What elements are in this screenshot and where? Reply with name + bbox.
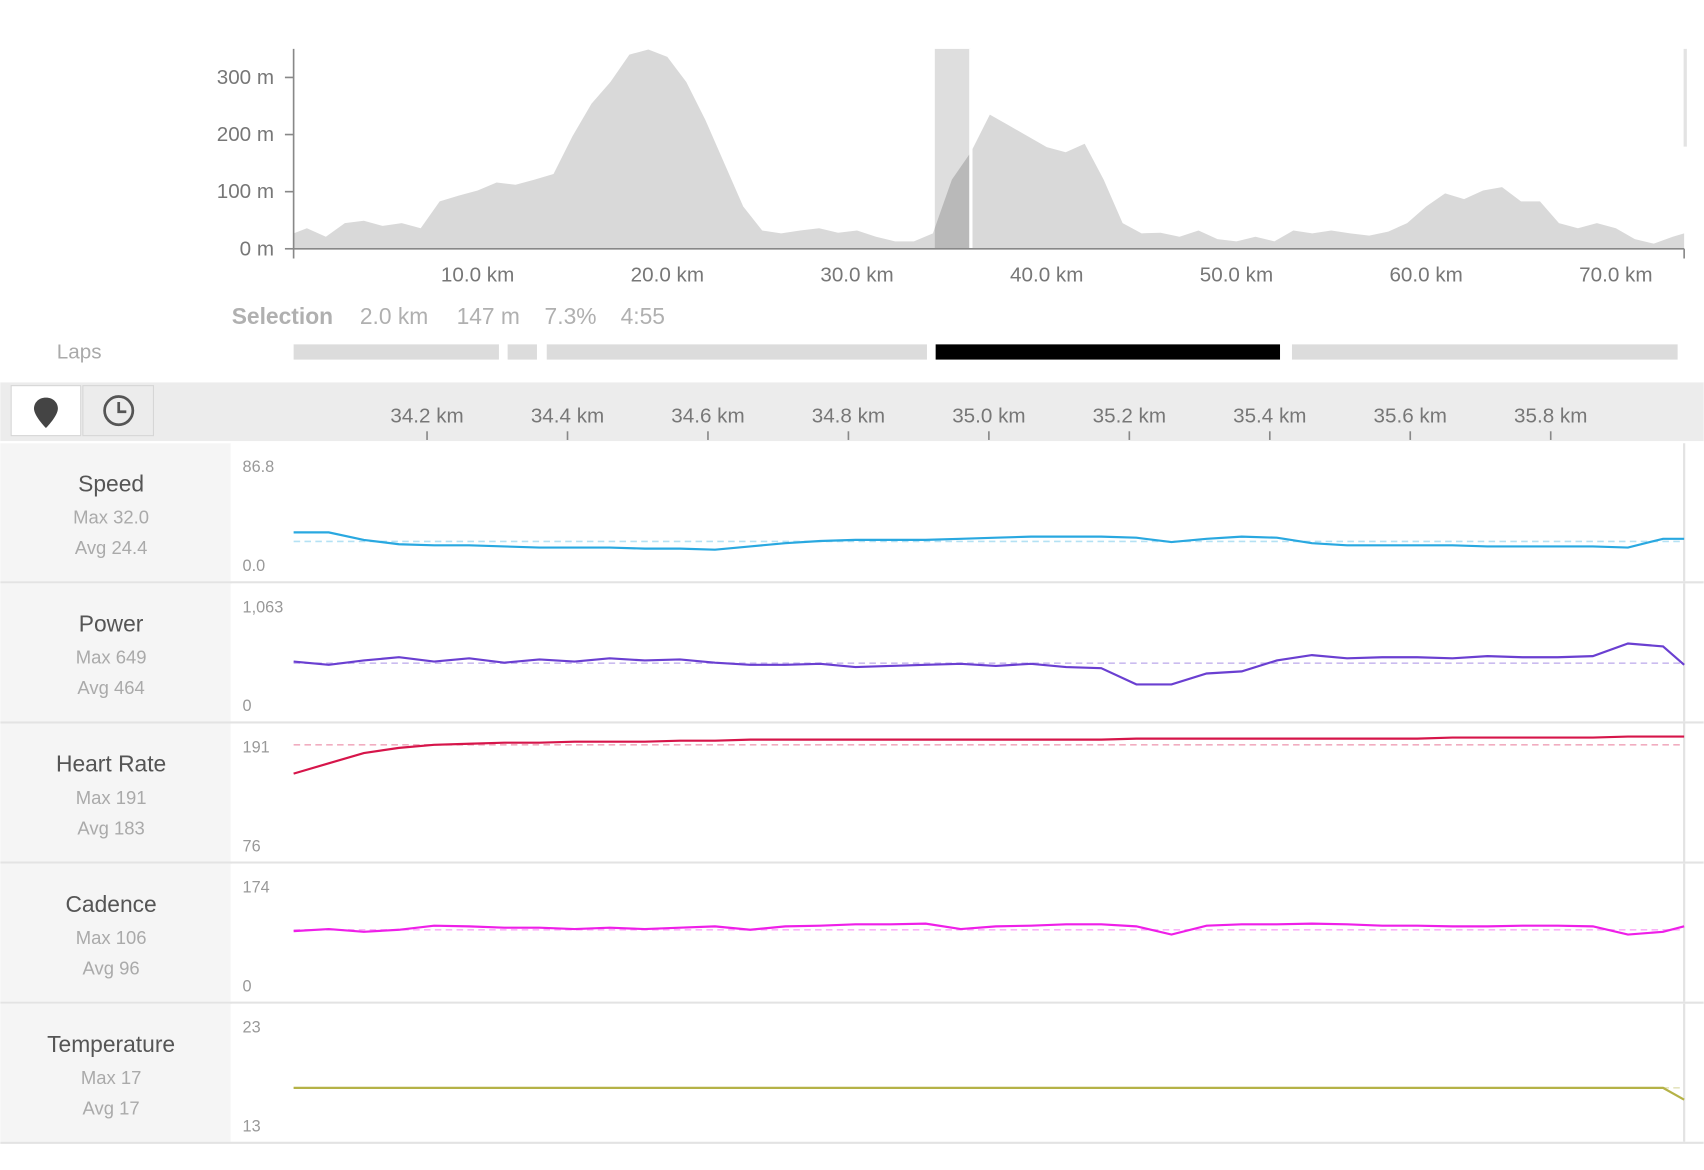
metric-name: Heart Rate xyxy=(56,751,166,777)
metric-avg: Avg 464 xyxy=(77,677,144,698)
x-tick-label: 35.4 km xyxy=(1233,405,1306,428)
panel-plot xyxy=(231,443,1685,582)
metric-name: Speed xyxy=(78,470,144,496)
x-tick-label: 35.2 km xyxy=(1093,405,1166,428)
x-tick-label: 30.0 km xyxy=(820,263,893,286)
panel-plot xyxy=(231,1003,1685,1142)
x-tick-label: 10.0 km xyxy=(441,263,514,286)
x-tick-label: 34.6 km xyxy=(671,405,744,428)
metric-max: Max 649 xyxy=(76,647,147,668)
metric-avg: Avg 17 xyxy=(83,1098,140,1119)
y-tick-label: 300 m xyxy=(217,66,274,89)
toolbar xyxy=(0,382,1704,442)
metric-max: Max 106 xyxy=(76,927,147,948)
elevation-chart: 0 m 100 m 200 m 300 m 10.0 km 20.0 km 30.0 km 4… xyxy=(217,48,1685,286)
lap[interactable] xyxy=(293,344,499,360)
lap-selected[interactable] xyxy=(935,344,1281,360)
y-tick-label: 100 m xyxy=(217,180,274,203)
metric-max: Max 32.0 xyxy=(73,507,149,528)
x-tick-label: 35.8 km xyxy=(1514,405,1587,428)
y-tick-label: 174 xyxy=(243,879,270,897)
metric-max: Max 17 xyxy=(81,1067,142,1088)
x-tick-label: 20.0 km xyxy=(631,263,704,286)
selection-elevation: 147 m xyxy=(457,303,520,329)
selection-distance: 2.0 km xyxy=(360,303,428,329)
y-tick-label: 200 m xyxy=(217,123,274,146)
metric-avg: Avg 24.4 xyxy=(75,537,148,558)
panel-header xyxy=(0,723,231,862)
metric-panels: Speed Max 32.0 Avg 24.4 0.0 86.8 Power Max 649… xyxy=(0,443,1704,1144)
x-tick-label: 50.0 km xyxy=(1200,263,1273,286)
lap[interactable] xyxy=(507,344,537,360)
elevation-area xyxy=(293,49,1685,249)
x-tick-label: 60.0 km xyxy=(1389,263,1462,286)
panel-header xyxy=(0,583,231,722)
x-tick-label: 34.4 km xyxy=(531,405,604,428)
y-tick-label: 86.8 xyxy=(243,458,275,476)
lap[interactable] xyxy=(1291,344,1678,360)
panel-header xyxy=(0,443,231,582)
x-tick-label: 70.0 km xyxy=(1579,263,1652,286)
y-tick-label: 0 m xyxy=(240,237,274,260)
metric-avg: Avg 96 xyxy=(83,957,140,978)
y-tick-label: 76 xyxy=(243,837,261,855)
x-tick-label: 35.6 km xyxy=(1374,405,1447,428)
panel-header xyxy=(0,1003,231,1142)
detail-axis: 34.2 km 34.4 km 34.6 km 34.8 km 35.0 km 35.2 … xyxy=(390,405,1587,440)
y-tick-label: 0 xyxy=(243,697,252,715)
metric-line xyxy=(293,531,1685,551)
x-tick-label: 40.0 km xyxy=(1010,263,1083,286)
metric-line xyxy=(293,1086,1685,1101)
laps-label: Laps xyxy=(57,340,102,363)
clock-icon xyxy=(103,395,135,427)
metric-name: Cadence xyxy=(65,891,156,917)
y-tick-label: 1,063 xyxy=(243,598,284,616)
metric-max: Max 191 xyxy=(76,787,147,808)
pin-icon xyxy=(33,397,58,429)
y-tick-label: 0 xyxy=(243,977,252,995)
metric-avg: Avg 183 xyxy=(77,817,144,838)
metric-line xyxy=(293,735,1685,775)
x-tick-label: 34.2 km xyxy=(390,405,463,428)
panel-plot xyxy=(231,583,1685,722)
elevation-area-selected xyxy=(934,152,971,249)
y-tick-label: 23 xyxy=(243,1019,261,1037)
panel-plot xyxy=(231,723,1685,862)
selection-label: Selection xyxy=(232,303,333,329)
tab-distance[interactable] xyxy=(10,385,82,437)
panel-header xyxy=(0,863,231,1002)
tab-time[interactable] xyxy=(82,385,155,437)
metric-line xyxy=(293,922,1685,936)
x-tick-label: 34.8 km xyxy=(812,405,885,428)
panel-plot xyxy=(231,863,1685,1002)
selection-grade: 7.3% xyxy=(545,303,597,329)
selection-time: 4:55 xyxy=(621,303,665,329)
y-tick-label: 191 xyxy=(243,738,270,756)
laps-bar xyxy=(293,344,1678,360)
metric-name: Temperature xyxy=(47,1031,175,1057)
clock-hands xyxy=(117,401,127,414)
metric-name: Power xyxy=(79,611,144,637)
y-tick-label: 13 xyxy=(243,1118,261,1136)
x-tick-label: 35.0 km xyxy=(952,405,1025,428)
y-tick-label: 0.0 xyxy=(243,557,266,575)
lap[interactable] xyxy=(546,344,927,360)
metric-line xyxy=(293,642,1685,686)
